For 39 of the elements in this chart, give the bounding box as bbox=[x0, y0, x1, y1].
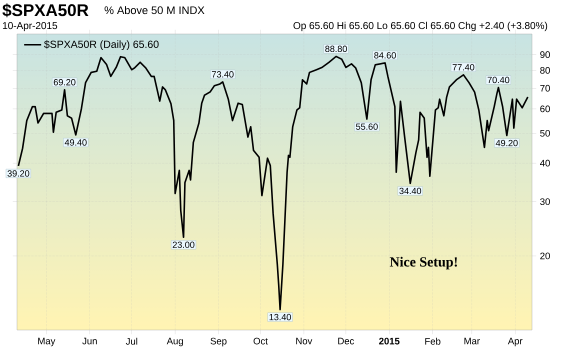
x-tick-label: Mar bbox=[464, 338, 480, 344]
data-label: 49.40 bbox=[64, 139, 87, 146]
chart-title: $SPXA50R bbox=[2, 3, 88, 18]
data-label: 23.00 bbox=[172, 242, 194, 248]
y-tick-label: 70 bbox=[540, 84, 550, 92]
data-label: 73.40 bbox=[212, 71, 234, 78]
text: 10-Apr-2015 bbox=[2, 22, 58, 32]
y-tick-label: 90 bbox=[540, 51, 550, 58]
data-label: 84.60 bbox=[374, 52, 396, 59]
y-tick-label: 60 bbox=[540, 106, 550, 112]
x-tick-label: Nov bbox=[296, 338, 312, 344]
x-tick-label: May bbox=[38, 338, 56, 346]
x-tick-label: Jun bbox=[82, 338, 97, 344]
data-label: 69.20 bbox=[54, 79, 76, 86]
x-tick-label: Aug bbox=[166, 338, 183, 346]
data-label: 39.20 bbox=[8, 170, 30, 177]
y-tick-label: 20 bbox=[540, 252, 550, 260]
x-tick-label: Sep bbox=[210, 338, 227, 346]
x-tick-label: Feb bbox=[425, 338, 440, 345]
x-tick-label: 2015 bbox=[379, 338, 400, 344]
text: Op 65.60 Hi 65.60 Lo 65.60 Cl 65.60 Chg +2.40 (+3.80%) bbox=[293, 22, 548, 32]
data-label: 70.40 bbox=[488, 76, 510, 84]
data-label: 77.40 bbox=[452, 64, 474, 70]
y-tick-label: 30 bbox=[540, 198, 550, 206]
legend-label: $SPXA50R (Daily) 65.60 bbox=[44, 40, 159, 50]
x-tick-label: Oct bbox=[254, 338, 268, 344]
data-label: 34.40 bbox=[399, 188, 422, 194]
x-tick-label: Jul bbox=[126, 338, 138, 345]
y-tick-label: 40 bbox=[540, 160, 550, 167]
y-tick-label: 80 bbox=[540, 67, 550, 74]
x-tick-label: Apr bbox=[508, 338, 522, 346]
annotation: Nice Setup! bbox=[390, 256, 457, 270]
chart-subtitle: % Above 50 M INDX bbox=[104, 6, 204, 14]
data-label: 55.60 bbox=[356, 123, 378, 130]
data-label: 88.80 bbox=[325, 46, 347, 52]
y-tick-label: 50 bbox=[540, 130, 550, 137]
data-label: 13.40 bbox=[270, 314, 291, 320]
data-label: 49.20 bbox=[496, 140, 518, 146]
x-tick-label: Dec bbox=[338, 338, 354, 344]
